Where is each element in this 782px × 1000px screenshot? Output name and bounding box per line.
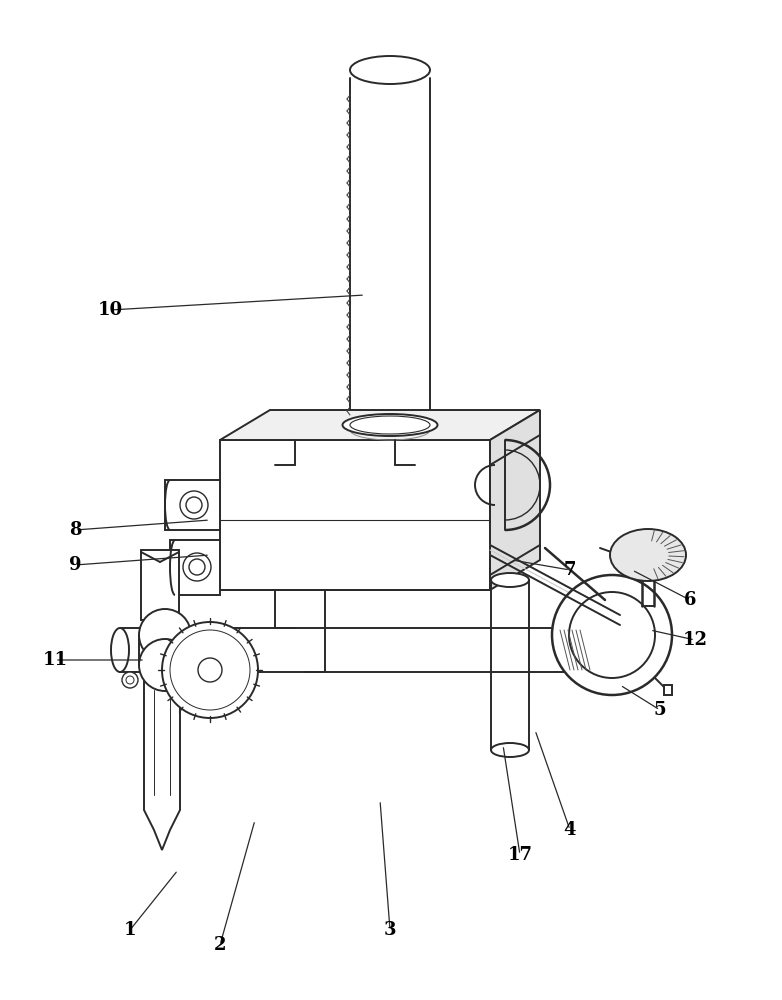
Circle shape — [170, 630, 250, 710]
Circle shape — [183, 553, 211, 581]
Text: 6: 6 — [683, 591, 696, 609]
Polygon shape — [220, 410, 540, 440]
Circle shape — [186, 497, 202, 513]
Text: 1: 1 — [124, 921, 136, 939]
Polygon shape — [665, 685, 673, 695]
Ellipse shape — [610, 529, 686, 581]
Ellipse shape — [561, 628, 589, 672]
Text: 3: 3 — [384, 921, 396, 939]
Ellipse shape — [491, 573, 529, 587]
Text: 7: 7 — [564, 561, 576, 579]
Ellipse shape — [350, 416, 430, 434]
Text: 11: 11 — [42, 651, 67, 669]
Circle shape — [122, 672, 138, 688]
Circle shape — [180, 491, 208, 519]
Polygon shape — [490, 410, 540, 590]
Text: 5: 5 — [654, 701, 666, 719]
Circle shape — [126, 676, 134, 684]
Circle shape — [189, 559, 205, 575]
Text: 17: 17 — [508, 846, 533, 864]
Polygon shape — [141, 550, 179, 620]
Ellipse shape — [491, 743, 529, 757]
Polygon shape — [144, 680, 180, 850]
Text: 2: 2 — [213, 936, 226, 954]
Ellipse shape — [139, 609, 191, 661]
Ellipse shape — [350, 56, 430, 84]
Text: 12: 12 — [683, 631, 708, 649]
Circle shape — [198, 658, 222, 682]
Ellipse shape — [343, 414, 437, 436]
Polygon shape — [220, 440, 490, 590]
Text: 9: 9 — [69, 556, 81, 574]
Text: 10: 10 — [98, 301, 123, 319]
Ellipse shape — [111, 628, 129, 672]
Text: 8: 8 — [69, 521, 81, 539]
Text: 4: 4 — [564, 821, 576, 839]
Polygon shape — [165, 480, 220, 530]
Polygon shape — [170, 540, 220, 595]
Circle shape — [569, 592, 655, 678]
Circle shape — [552, 575, 672, 695]
Ellipse shape — [139, 639, 191, 691]
Circle shape — [162, 622, 258, 718]
